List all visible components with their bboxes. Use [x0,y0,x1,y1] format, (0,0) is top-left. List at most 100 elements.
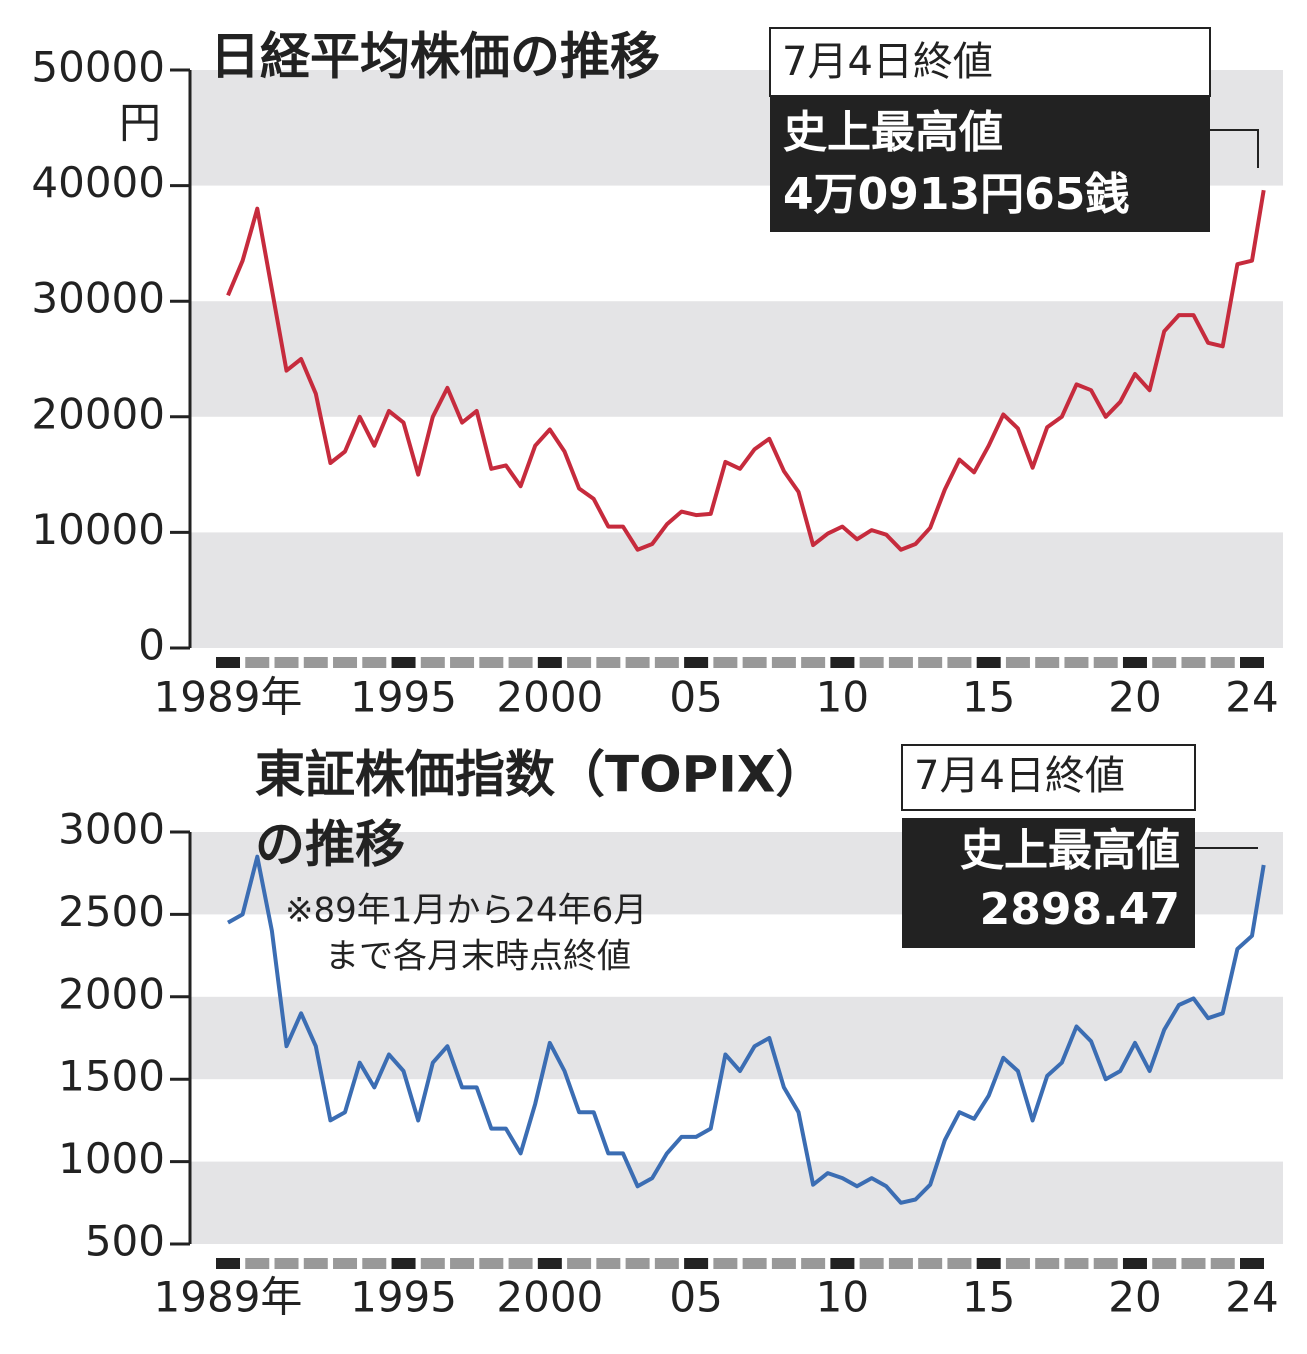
x-tick [1240,1258,1264,1269]
year-marker [771,1258,796,1269]
year-marker [596,657,621,668]
x-tick [1122,1258,1147,1269]
y-tick-label: 50000 [31,43,165,92]
annotation: 史上最高値 [783,107,1003,158]
year-marker [1093,1258,1118,1269]
x-tick [391,657,416,668]
year-marker [1035,657,1060,668]
year-marker [888,657,913,668]
year-marker [742,657,767,668]
annotation: 7月4日終値 [782,39,993,85]
x-tick [976,657,1001,668]
x-tick [537,657,562,668]
note: まで各月末時点終値 [325,937,631,977]
x-tick-label: 05 [669,673,722,722]
x-tick-label: 10 [816,1273,869,1322]
year-marker [1152,1258,1177,1269]
x-tick [216,657,240,668]
year-marker [1210,1258,1235,1269]
x-tick [976,1258,1001,1269]
y-tick-label: 10000 [31,505,165,554]
year-marker [362,1258,387,1269]
year-marker [303,1258,328,1269]
year-marker [947,657,972,668]
year-marker [245,657,270,668]
year-marker [947,1258,972,1269]
grid-band [190,532,1283,648]
annotation-box [769,27,1211,97]
year-marker [420,1258,445,1269]
x-tick-label: 10 [816,673,869,722]
x-tick-label: 24 [1225,673,1278,722]
x-tick-label: 1995 [350,1273,457,1322]
year-marker [859,1258,884,1269]
year-marker [1005,1258,1030,1269]
x-tick [1122,657,1147,668]
year-marker [918,657,943,668]
annotation: 史上最高値 [960,825,1180,876]
year-marker [567,1258,592,1269]
chart-title: 東証株価指数（TOPIX） [255,746,825,804]
grid-band [190,1161,1283,1244]
year-marker [1210,657,1235,668]
x-tick-label: 20 [1108,673,1161,722]
x-tick [1240,657,1264,668]
year-marker [713,1258,738,1269]
y-tick-label: 0 [138,621,165,670]
year-marker [654,657,679,668]
x-tick-label: 2000 [496,1273,603,1322]
y-tick-label: 3000 [58,805,165,854]
year-marker [625,657,650,668]
year-marker [333,1258,358,1269]
year-marker [450,657,475,668]
x-tick-label: 05 [669,1273,722,1322]
x-tick-label: 15 [962,1273,1015,1322]
year-marker [596,1258,621,1269]
x-tick-label: 1989年 [154,1273,303,1322]
annotation-box [902,818,1195,948]
year-marker [245,1258,270,1269]
x-tick [391,1258,416,1269]
y-tick-label: 1500 [58,1052,165,1101]
year-marker [625,1258,650,1269]
year-marker [713,657,738,668]
x-tick [216,1258,240,1269]
x-tick [684,1258,709,1269]
annotation: 7月4日終値 [914,753,1125,799]
year-marker [333,657,358,668]
year-marker [801,1258,826,1269]
year-marker [1181,1258,1206,1269]
x-tick-label: 2000 [496,673,603,722]
year-marker [1064,657,1089,668]
year-marker [654,1258,679,1269]
chart-title: の推移 [255,816,405,874]
grid-band [190,301,1283,417]
unit-label: 円 [119,99,161,148]
note: ※89年1月から24年6月 [285,891,647,931]
x-tick [537,1258,562,1269]
chart-title: 日経平均株価の推移 [210,28,660,86]
year-marker [567,657,592,668]
year-marker [1152,657,1177,668]
year-marker [801,657,826,668]
x-tick-label: 24 [1225,1273,1278,1322]
y-tick-label: 20000 [31,389,165,438]
x-tick-label: 15 [962,673,1015,722]
year-marker [1181,657,1206,668]
x-tick-label: 20 [1108,1273,1161,1322]
y-tick-label: 2000 [58,969,165,1018]
year-marker [303,657,328,668]
annotation: 2898.47 [980,884,1180,935]
leader-line [1210,129,1259,168]
x-tick-label: 1995 [350,673,457,722]
y-tick-label: 40000 [31,158,165,207]
year-marker [274,1258,299,1269]
year-marker [859,657,884,668]
x-tick-label: 1989年 [154,673,303,722]
annotation-box [770,97,1210,232]
line-series [226,189,1266,552]
x-tick [830,657,855,668]
year-marker [1064,1258,1089,1269]
year-marker [888,1258,913,1269]
